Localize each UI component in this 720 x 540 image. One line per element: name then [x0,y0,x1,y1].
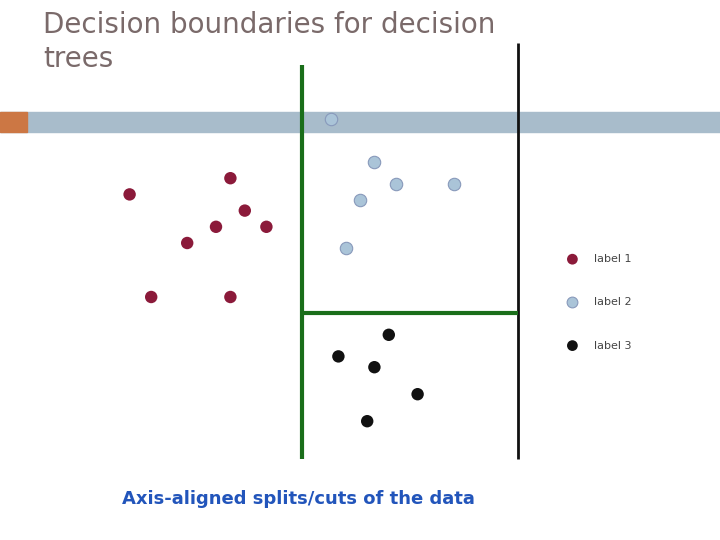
Text: label 1: label 1 [594,254,631,264]
Text: label 2: label 2 [594,298,631,307]
Point [567,255,578,264]
Point [369,158,380,166]
Point [145,293,157,301]
Point [567,298,578,307]
Point [448,179,459,188]
Point [239,206,251,215]
Point [124,190,135,199]
Point [354,195,366,204]
Point [181,239,193,247]
Bar [0,112,720,132]
Point [383,330,395,339]
Point [210,222,222,231]
Text: Decision boundaries for decision
trees: Decision boundaries for decision trees [43,11,495,73]
Point [340,244,351,253]
Point [361,417,373,426]
Point [325,114,337,123]
Point [225,174,236,183]
Text: Axis-aligned splits/cuts of the data: Axis-aligned splits/cuts of the data [122,490,475,508]
Point [390,179,402,188]
Point [333,352,344,361]
Point [261,222,272,231]
Point [225,293,236,301]
Point [567,341,578,350]
Text: label 3: label 3 [594,341,631,350]
Point [412,390,423,399]
Bar [0,112,27,132]
Point [369,363,380,372]
